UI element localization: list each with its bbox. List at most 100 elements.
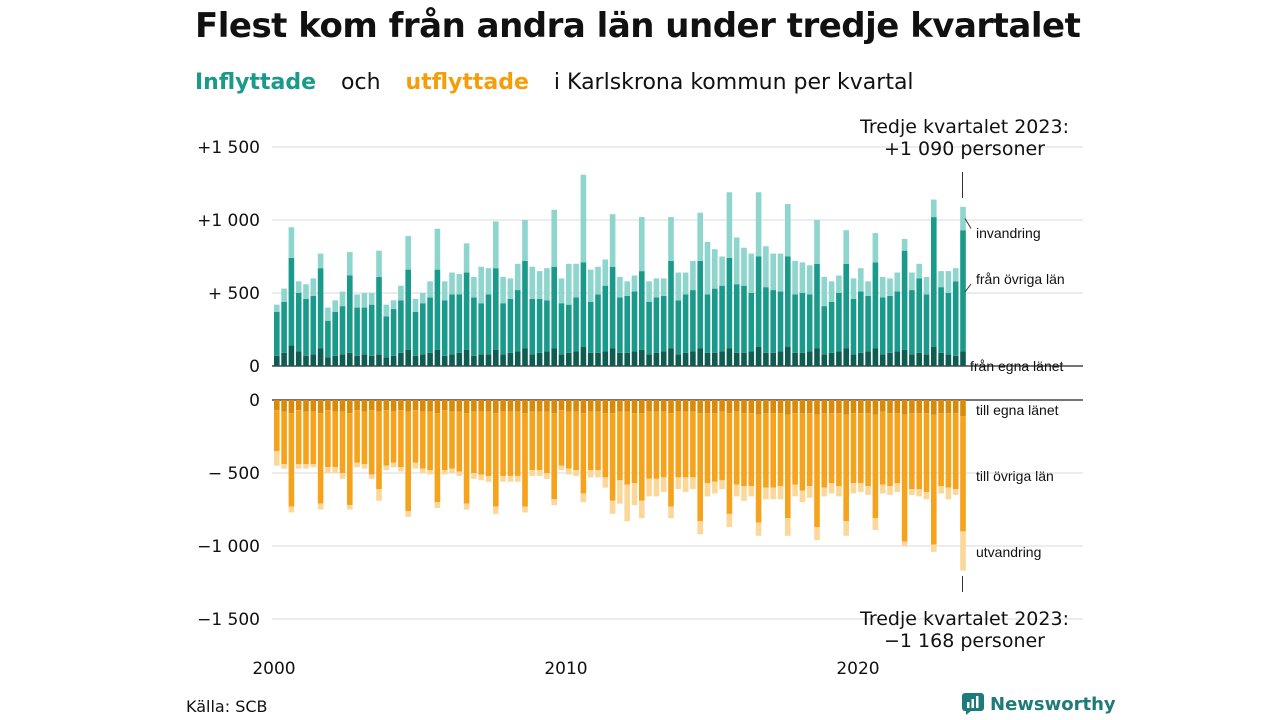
inflow-bar-same xyxy=(909,354,915,366)
outflow-bar-other xyxy=(602,413,609,478)
outflow-bar-same xyxy=(544,400,550,412)
outflow-bar-other xyxy=(288,413,295,507)
ovriga-lan-leader xyxy=(964,283,972,293)
inflow-bar-other xyxy=(719,285,725,352)
outflow-bar-foreign xyxy=(733,484,740,497)
outflow-bar-foreign xyxy=(602,477,609,488)
inflow-bar-foreign xyxy=(274,304,280,312)
inflow-bar-other xyxy=(558,303,565,355)
bottom-annotation: Tredje kvartalet 2023: −1 168 personer xyxy=(860,608,1069,652)
inflow-bar-foreign xyxy=(558,278,565,304)
lower-y-tick-label: −1 000 xyxy=(197,537,260,557)
inflow-bar-other xyxy=(434,269,441,350)
outflow-bar-same xyxy=(909,400,915,414)
inflow-bar-foreign xyxy=(690,260,696,291)
inflow-bar-other xyxy=(792,294,798,353)
outflow-bar-foreign xyxy=(595,470,601,478)
inflow-bar-foreign xyxy=(339,291,346,307)
outflow-bar-same xyxy=(821,400,828,414)
inflow-bar-same xyxy=(770,352,776,366)
outflow-bar-foreign xyxy=(609,500,616,514)
inflow-bar-same xyxy=(332,355,338,366)
inflow-bar-other xyxy=(865,295,871,352)
top-annotation: Tredje kvartalet 2023: +1 090 personer xyxy=(860,116,1069,160)
inflow-bar-foreign xyxy=(792,260,798,295)
outflow-bar-foreign xyxy=(952,489,959,495)
upper-y-tick-label: +1 000 xyxy=(197,211,260,231)
inflow-bar-same xyxy=(325,357,331,366)
inflow-bar-foreign xyxy=(573,263,579,298)
outflow-bar-foreign xyxy=(449,468,455,473)
outflow-bar-other xyxy=(777,413,784,487)
outflow-bar-foreign xyxy=(704,483,711,497)
inflow-bar-other xyxy=(288,257,295,346)
outflow-bar-foreign xyxy=(960,531,966,571)
outflow-bar-foreign xyxy=(493,506,499,514)
outflow-bar-same xyxy=(376,400,382,412)
inflow-bar-other xyxy=(923,294,930,355)
inflow-bar-same xyxy=(865,351,871,366)
outflow-bar-foreign xyxy=(690,477,696,490)
inflow-bar-foreign xyxy=(872,233,879,263)
outflow-bar-foreign xyxy=(427,470,433,475)
inflow-bar-foreign xyxy=(471,276,477,298)
brand-logo[interactable]: Newsworthy xyxy=(962,693,1116,715)
inflow-bar-other xyxy=(573,297,579,352)
outflow-bar-same xyxy=(354,400,360,411)
outflow-bar-same xyxy=(493,400,499,414)
outflow-bar-same xyxy=(405,400,411,412)
inflow-bar-same xyxy=(931,347,937,366)
upper-y-tick-label: 0 xyxy=(249,357,260,377)
outflow-bar-same xyxy=(427,400,433,412)
outflow-bar-same xyxy=(719,400,725,412)
inflow-bar-same xyxy=(704,352,711,366)
inflow-bar-foreign xyxy=(960,206,966,231)
outflow-bar-foreign xyxy=(785,518,791,536)
inflow-bar-other xyxy=(361,307,368,355)
inflow-bar-other xyxy=(843,263,849,349)
outflow-bar-other xyxy=(704,413,711,484)
inflow-bar-same xyxy=(639,349,645,366)
outflow-bar-other xyxy=(909,413,915,490)
outflow-bar-same xyxy=(770,400,776,414)
inflow-bar-other xyxy=(398,300,404,353)
outflow-bar-other xyxy=(573,411,579,471)
outflow-bar-foreign xyxy=(529,470,536,476)
inflow-bar-same xyxy=(339,354,346,366)
outflow-bar-other xyxy=(923,413,930,492)
inflow-bar-same xyxy=(602,351,609,366)
inflow-bar-foreign xyxy=(368,293,375,305)
inflow-bar-same xyxy=(478,354,484,366)
outflow-bar-same xyxy=(529,400,536,412)
outflow-bar-other xyxy=(580,413,587,494)
outflow-bar-foreign xyxy=(463,503,470,510)
outflow-bar-foreign xyxy=(580,493,587,503)
outflow-bar-same xyxy=(522,400,528,414)
inflow-bar-foreign xyxy=(376,250,382,277)
inflow-bar-foreign xyxy=(310,278,317,296)
outflow-bar-foreign xyxy=(566,468,572,475)
outflow-bar-same xyxy=(726,400,733,414)
outflow-bar-other xyxy=(281,411,287,465)
inflow-bar-other xyxy=(485,294,492,355)
outflow-bar-other xyxy=(310,411,317,465)
outflow-bar-foreign xyxy=(441,470,448,475)
inflow-bar-foreign xyxy=(909,272,915,291)
outflow-bar-other xyxy=(952,413,959,490)
outflow-bar-foreign xyxy=(755,522,762,536)
outflow-bar-same xyxy=(952,400,959,414)
outflow-bar-same xyxy=(317,400,324,414)
inflow-bar-other xyxy=(617,297,623,353)
inflow-bar-foreign xyxy=(836,275,842,293)
outflow-bar-same xyxy=(960,400,966,417)
inflow-bar-same xyxy=(960,351,966,366)
inflow-bar-same xyxy=(522,348,528,366)
outflow-bar-same xyxy=(690,400,696,412)
inflow-bar-foreign xyxy=(587,269,594,302)
outflow-bar-same xyxy=(551,400,557,414)
outflow-bar-foreign xyxy=(405,510,411,517)
inflow-bar-foreign xyxy=(741,247,747,286)
outflow-bar-other xyxy=(514,411,521,476)
inflow-bar-foreign xyxy=(544,268,550,301)
outflow-bar-same xyxy=(836,400,842,414)
